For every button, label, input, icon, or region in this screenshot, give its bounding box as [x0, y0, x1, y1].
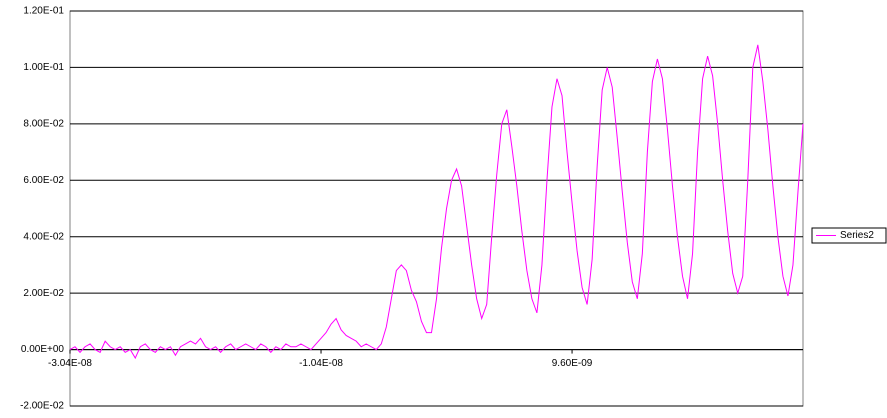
y-tick-label: -2.00E-02 — [20, 401, 64, 412]
x-tick-label: -1.04E-08 — [299, 358, 343, 369]
y-tick-label: 8.00E-02 — [23, 118, 64, 129]
y-tick-label: 1.20E-01 — [23, 6, 64, 17]
y-tick-label: 0.00E+00 — [21, 344, 65, 355]
legend-label: Series2 — [840, 230, 874, 241]
series-line — [69, 44, 804, 360]
legend-box — [811, 227, 887, 244]
x-tick-label: 9.60E-09 — [552, 358, 593, 369]
y-tick-label: 2.00E-02 — [23, 288, 64, 299]
y-tick-label: 6.00E-02 — [23, 175, 64, 186]
y-tick-label: 1.00E-01 — [23, 62, 64, 73]
y-tick-label: 4.00E-02 — [23, 231, 64, 242]
x-tick-label: -3.04E-08 — [48, 358, 92, 369]
